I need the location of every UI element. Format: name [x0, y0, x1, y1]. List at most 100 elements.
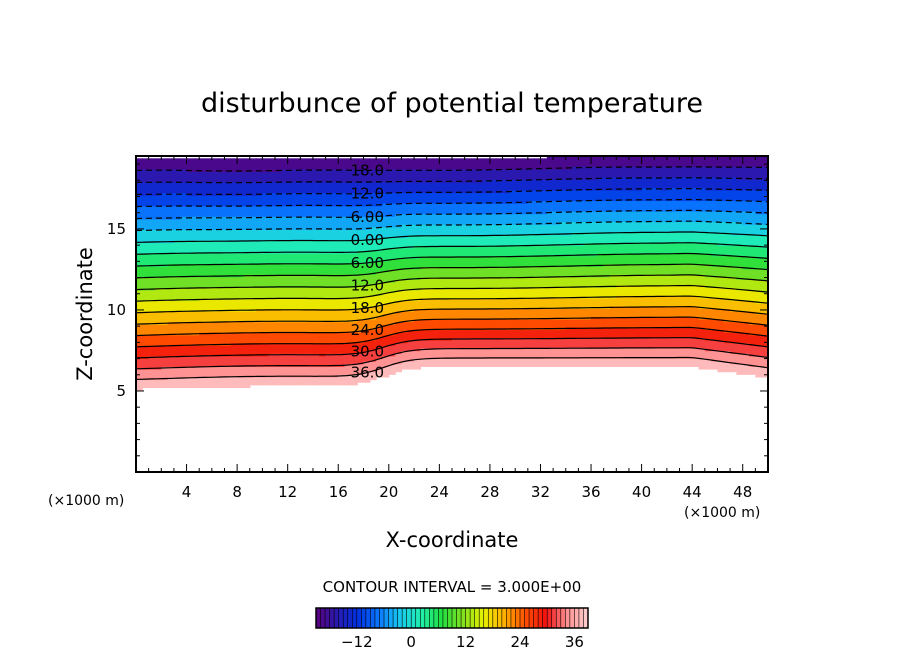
field-cell	[376, 266, 384, 270]
field-cell	[496, 218, 504, 223]
field-cell	[173, 234, 181, 238]
field-cell	[230, 221, 238, 225]
field-cell	[508, 284, 516, 288]
field-cell	[464, 166, 472, 170]
field-cell	[407, 342, 415, 346]
field-cell	[433, 192, 440, 196]
field-cell	[230, 292, 238, 296]
field-cell	[458, 197, 466, 202]
field-cell	[319, 179, 327, 183]
field-cell	[312, 366, 320, 370]
field-cell	[433, 350, 440, 354]
field-cell	[281, 187, 289, 191]
field-cell	[161, 363, 169, 367]
field-cell	[218, 205, 226, 209]
field-cell	[420, 184, 428, 188]
field-cell	[382, 369, 390, 373]
field-cell	[388, 184, 396, 188]
field-cell	[363, 258, 371, 262]
field-cell	[477, 166, 485, 170]
field-cell	[401, 250, 409, 254]
field-cell	[243, 284, 251, 288]
field-cell	[237, 295, 245, 299]
field-cell	[496, 321, 504, 325]
field-cell	[445, 355, 453, 360]
field-cell	[281, 376, 289, 381]
field-cell	[470, 187, 478, 191]
field-cell	[452, 268, 459, 273]
field-cell	[287, 179, 295, 183]
field-cell	[243, 292, 251, 296]
field-cell	[142, 255, 150, 259]
field-cell	[452, 353, 459, 357]
field-cell	[275, 287, 282, 291]
field-cell	[281, 229, 289, 233]
field-cell	[483, 263, 491, 267]
field-cell	[483, 192, 491, 196]
field-cell	[496, 332, 504, 336]
field-cell	[275, 195, 282, 199]
field-cell	[426, 205, 434, 209]
field-cell	[262, 321, 270, 325]
field-cell	[338, 361, 346, 365]
field-cell	[186, 271, 194, 275]
field-cell	[426, 218, 434, 223]
field-cell	[452, 224, 459, 228]
field-cell	[211, 179, 219, 183]
field-cell	[256, 197, 263, 202]
field-cell	[376, 350, 384, 354]
field-cell	[369, 366, 377, 370]
field-cell	[287, 258, 295, 262]
field-cell	[420, 318, 428, 323]
field-cell	[142, 245, 150, 249]
field-cell	[477, 342, 485, 346]
field-cell	[489, 287, 497, 291]
field-cell	[211, 250, 219, 254]
field-cell	[477, 200, 485, 204]
field-cell	[401, 216, 409, 220]
field-cell	[275, 203, 282, 207]
field-cell	[249, 171, 257, 175]
field-cell	[186, 329, 194, 333]
field-cell	[306, 189, 314, 194]
field-cell	[287, 326, 295, 331]
field-cell	[445, 250, 453, 254]
field-cell	[199, 347, 207, 352]
field-cell	[312, 266, 320, 270]
field-cell	[249, 239, 257, 244]
field-cell	[237, 363, 245, 367]
field-cell	[376, 229, 384, 233]
field-cell	[439, 263, 447, 267]
field-cell	[477, 282, 485, 286]
field-cell	[439, 174, 447, 178]
field-cell	[407, 292, 415, 296]
field-cell	[199, 318, 207, 323]
field-cell	[287, 329, 295, 333]
field-cell	[275, 245, 282, 249]
field-cell	[161, 208, 169, 212]
field-cell	[331, 284, 339, 288]
field-cell	[414, 224, 421, 228]
field-cell	[281, 303, 289, 307]
field-cell	[464, 208, 472, 212]
field-cell	[148, 187, 156, 191]
field-cell	[287, 376, 295, 381]
field-cell	[496, 182, 504, 186]
field-cell	[154, 384, 162, 389]
field-cell	[470, 234, 478, 238]
field-cell	[211, 213, 219, 217]
field-cell	[433, 324, 440, 328]
field-cell	[357, 200, 365, 204]
field-cell	[136, 297, 143, 302]
field-cell	[142, 166, 150, 170]
field-cell	[483, 158, 491, 162]
field-cell	[369, 295, 377, 299]
field-cell	[262, 163, 270, 167]
field-cell	[192, 379, 200, 383]
field-cell	[350, 263, 358, 267]
field-cell	[369, 176, 377, 180]
field-cell	[464, 163, 472, 167]
field-cell	[452, 258, 459, 262]
field-cell	[211, 363, 219, 367]
field-cell	[199, 382, 207, 386]
